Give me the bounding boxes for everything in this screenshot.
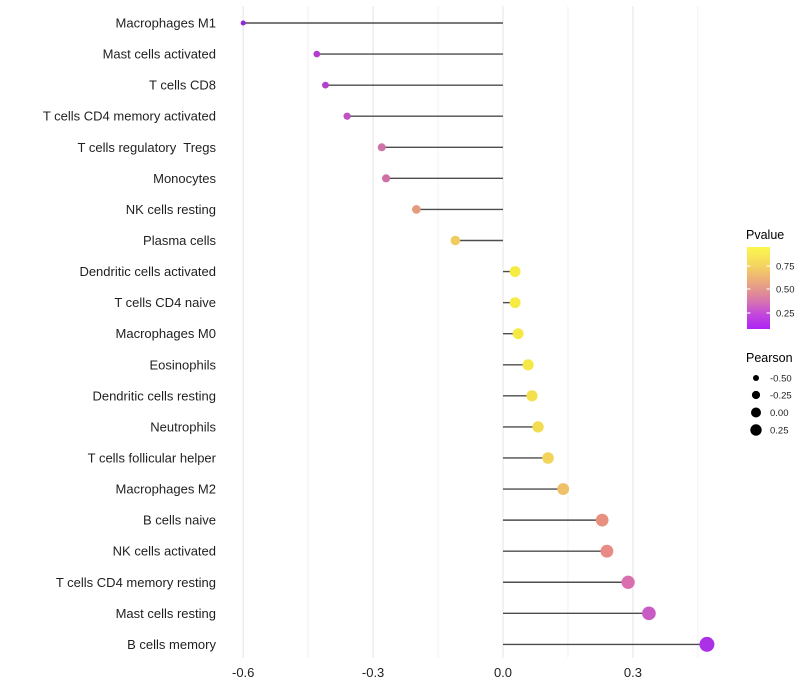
y-axis-label: T cells CD4 naive (114, 295, 216, 310)
lollipop-dot (621, 575, 635, 589)
lollipop-dot (382, 174, 391, 183)
y-axis-label: Neutrophils (150, 419, 216, 434)
lollipop-dot (509, 266, 521, 277)
y-axis-label: T cells regulatory Tregs (78, 140, 217, 155)
y-axis-label: B cells naive (143, 513, 216, 528)
pvalue-colorbar (747, 247, 770, 329)
y-axis-label: B cells memory (127, 637, 216, 652)
size-legend-label: 0.00 (770, 408, 789, 419)
lollipop-dot (313, 50, 321, 58)
y-axis-label: Dendritic cells activated (79, 264, 216, 279)
lollipop-dot (699, 636, 715, 652)
y-axis-label: Macrophages M0 (116, 326, 216, 341)
pearson-legend-title: Pearson (746, 351, 793, 365)
lollipop-dot (600, 544, 614, 558)
y-axis-label: Mast cells activated (103, 47, 216, 62)
lollipop-dot (377, 143, 386, 152)
y-axis-label: Eosinophils (150, 357, 217, 372)
size-legend-dot (750, 424, 762, 436)
y-axis-label: T cells CD4 memory resting (56, 575, 216, 590)
colorbar-tick-label: 0.50 (776, 284, 795, 295)
lollipop-dot (512, 328, 524, 340)
lollipop-dot (322, 81, 329, 89)
lollipop-dot (522, 359, 534, 371)
y-axis-label: Monocytes (153, 171, 216, 186)
y-axis-label: T cells CD4 memory activated (43, 109, 216, 124)
size-legend-label: 0.25 (770, 425, 789, 436)
y-axis-label: Plasma cells (143, 233, 216, 248)
lollipop-dot (557, 483, 570, 495)
x-axis-tick-label: 0.0 (494, 665, 512, 680)
lollipop-dot (343, 112, 351, 120)
lollipop-dot (542, 452, 554, 464)
lollipop-dot (240, 20, 246, 26)
colorbar-tick-label: 0.75 (776, 261, 795, 272)
y-axis-label: Macrophages M2 (116, 482, 216, 497)
y-axis-label: T cells follicular helper (88, 450, 217, 465)
lollipop-dot (450, 235, 461, 246)
y-axis-label: NK cells resting (126, 202, 216, 217)
x-axis-tick-label: -0.6 (232, 665, 254, 680)
x-axis-tick-label: -0.3 (362, 665, 384, 680)
y-axis-label: Dendritic cells resting (92, 388, 216, 403)
size-legend-dot (751, 390, 761, 400)
x-axis-tick-label: 0.3 (624, 665, 642, 680)
lollipop-dot (412, 205, 421, 214)
pvalue-legend-title: Pvalue (746, 228, 784, 242)
size-legend-dot (751, 407, 761, 418)
lollipop-dot (509, 297, 521, 309)
lollipop-dot (595, 513, 609, 527)
y-axis-label: Mast cells resting (116, 606, 216, 621)
lollipop-dot (642, 606, 656, 621)
lollipop-dot (532, 421, 544, 433)
size-legend-label: -0.50 (770, 373, 792, 384)
colorbar-tick-label: 0.25 (776, 308, 795, 319)
y-axis-label: NK cells activated (113, 544, 216, 559)
size-legend-dot (753, 375, 759, 381)
size-legend-label: -0.25 (770, 390, 792, 401)
lollipop-dot (526, 390, 538, 402)
y-axis-label: Macrophages M1 (116, 16, 216, 31)
y-axis-label: T cells CD8 (149, 78, 216, 93)
